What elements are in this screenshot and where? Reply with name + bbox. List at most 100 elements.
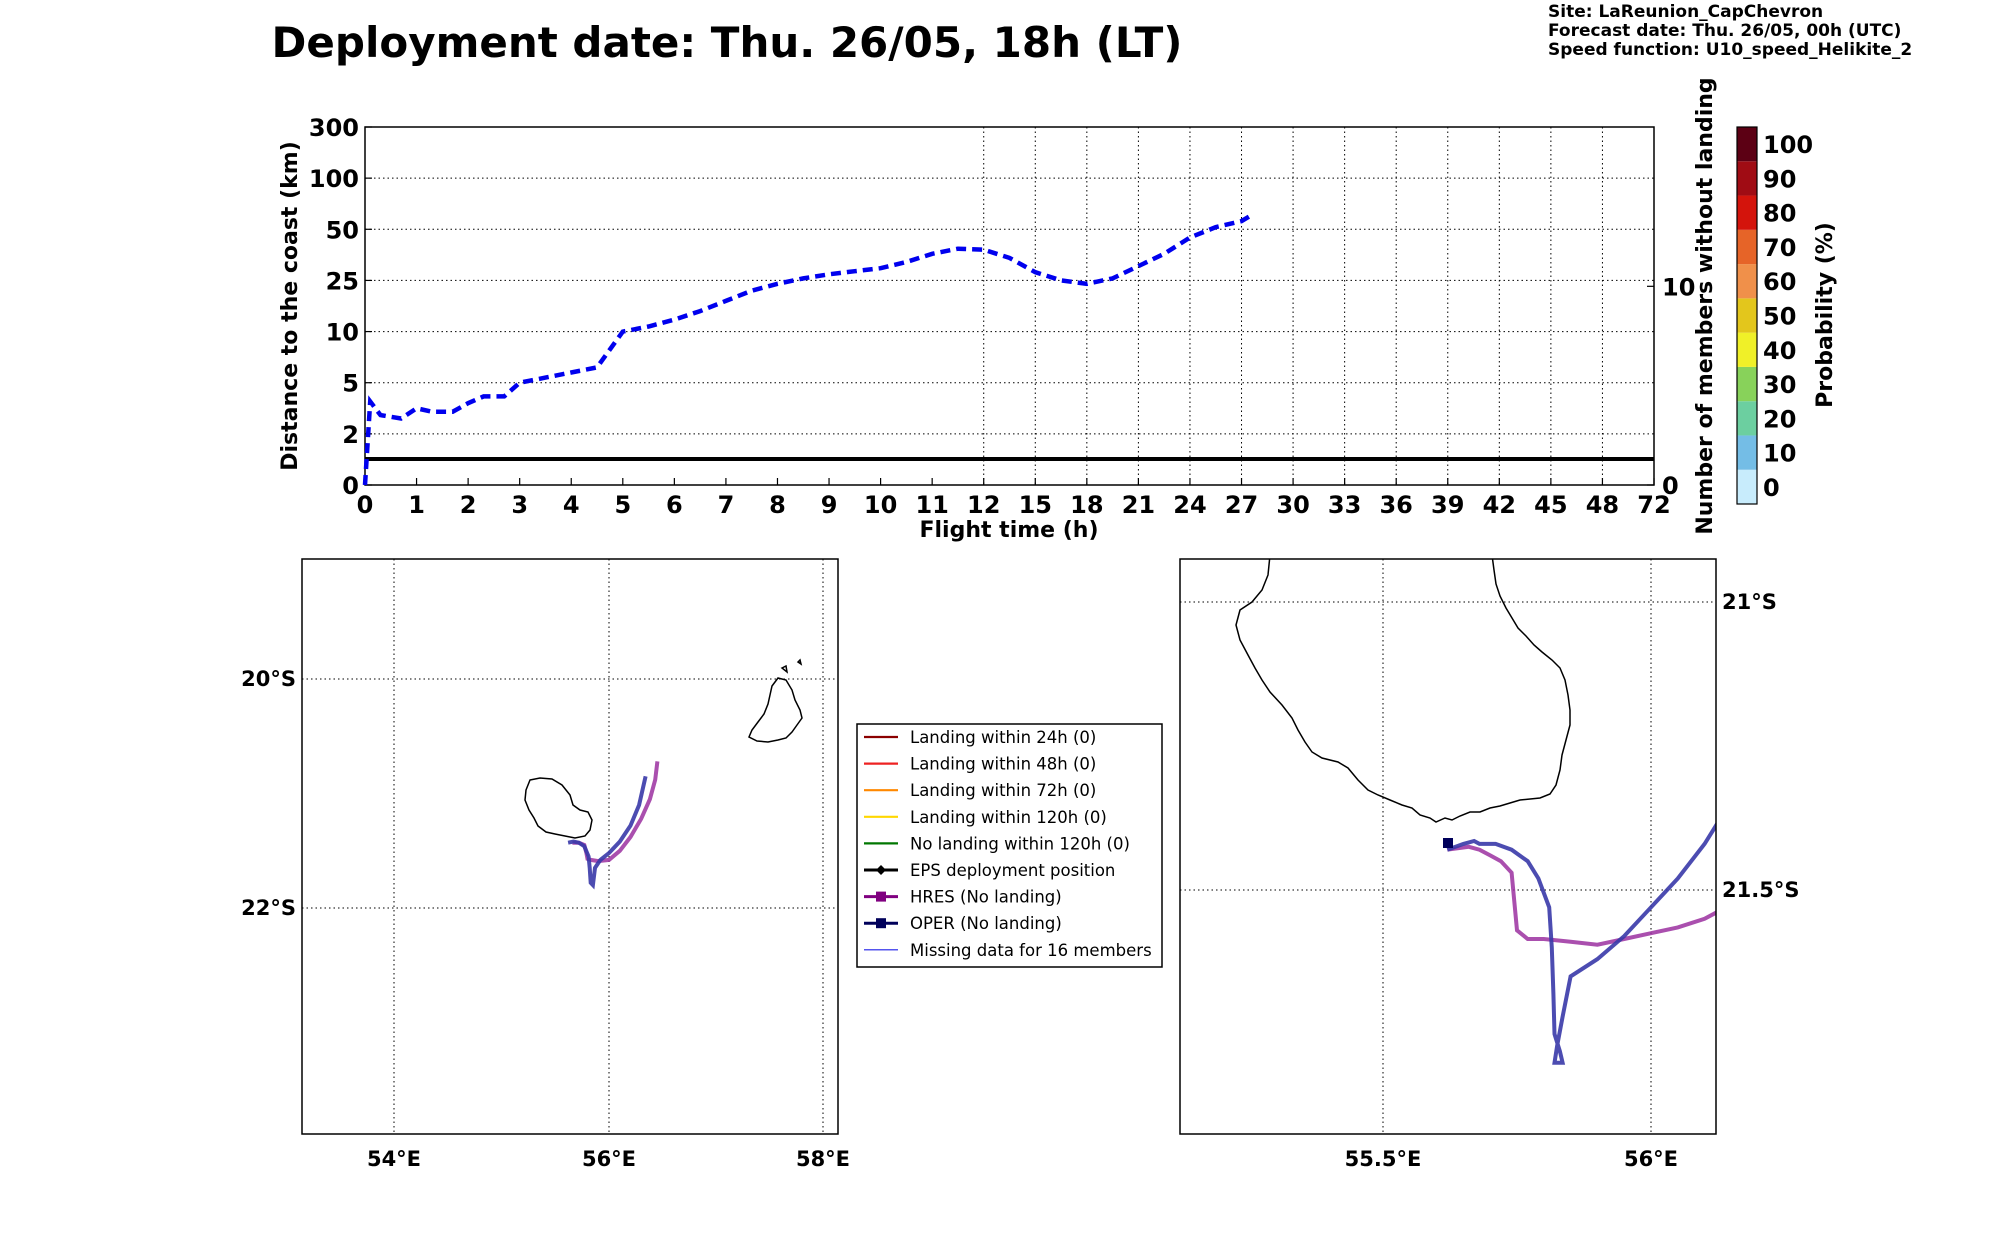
legend-item: Landing within 72h (0)	[864, 781, 1096, 800]
legend-item: Landing within 24h (0)	[864, 728, 1096, 747]
legend: Landing within 24h (0) Landing within 48h…	[856, 723, 1163, 968]
colorbar-tick-label: 70	[1763, 234, 1796, 262]
map-lon-label: 56°E	[1624, 1147, 1678, 1171]
map-lon-label: 54°E	[367, 1147, 421, 1171]
legend-item: EPS deployment position	[864, 861, 1115, 880]
x-tick-label: 27	[1225, 491, 1258, 519]
x-tick-label: 10	[864, 491, 897, 519]
distance-series-line	[362, 211, 1255, 486]
x-tick-label: 11	[915, 491, 948, 519]
colorbar-cell	[1737, 229, 1757, 265]
x-tick-label: 33	[1328, 491, 1361, 519]
x-tick-label: 15	[1019, 491, 1052, 519]
zoom-map-ticks: 55.5°E 56°E 21°S 21.5°S	[1345, 590, 1800, 1171]
x-tick-label: 0	[357, 491, 374, 519]
colorbar-tick-label: 90	[1763, 165, 1796, 193]
x-tick-label: 3	[511, 491, 528, 519]
colorbar-tick-label: 20	[1763, 405, 1796, 433]
map-lat-label: 22°S	[241, 896, 296, 920]
distance-chart-ticks: 0 1 2 3 4 5 6 7 8 9 10 11 12 15 18 21 24 27 30 33 36 39 42 45 48…	[309, 114, 1696, 519]
mauritius-island-outline	[748, 677, 803, 743]
site-label: Site: LaReunion_CapChevron	[1548, 2, 1823, 22]
y-tick-label: 50	[326, 216, 359, 244]
legend-item: OPER (No landing)	[864, 914, 1062, 933]
colorbar-cell	[1737, 332, 1757, 367]
regional-map-ticks: 54°E 56°E 58°E 20°S 22°S	[241, 667, 850, 1171]
x-tick-label: 5	[614, 491, 631, 519]
y-tick-label: 100	[309, 165, 359, 193]
hres-trajectory-zoom	[1447, 844, 1716, 947]
y2-tick-label: 0	[1662, 472, 1679, 500]
speed-label: Speed function: U10_speed_Helikite_2	[1548, 40, 1912, 60]
legend-item: No landing within 120h (0)	[864, 834, 1130, 853]
y-tick-label: 10	[326, 319, 359, 347]
map-lon-label: 55.5°E	[1345, 1147, 1422, 1171]
y2-axis-label: Number of members without landing	[1693, 77, 1718, 534]
forecast-label: Forecast date: Thu. 26/05, 00h (UTC)	[1548, 21, 1901, 41]
map-lat-label: 21.5°S	[1722, 878, 1799, 902]
x-axis-label: Flight time (h)	[919, 518, 1098, 543]
distance-chart: 0 1 2 3 4 5 6 7 8 9 10 11 12 15 18 21 24 27 30 33 36 39 42 45 48…	[278, 77, 1718, 543]
probability-colorbar: 0 10 20 30 40 50 60 70 80 90 100 Probability (%)	[1736, 126, 1838, 505]
map-lat-label: 21°S	[1722, 590, 1777, 614]
x-tick-label: 72	[1637, 491, 1670, 519]
x-tick-label: 12	[967, 491, 1000, 519]
x-tick-label: 8	[769, 491, 786, 519]
x-tick-label: 7	[718, 491, 735, 519]
regional-map-frame	[301, 558, 839, 1135]
oper-trajectory-zoom	[1446, 821, 1716, 1065]
zoom-map: 55.5°E 56°E 21°S 21.5°S	[1179, 558, 1800, 1171]
zoom-map-frame	[1179, 558, 1717, 1135]
colorbar-tick-label: 40	[1763, 337, 1796, 365]
legend-item: Landing within 120h (0)	[864, 808, 1107, 827]
legend-label: No landing within 120h (0)	[910, 834, 1130, 853]
colorbar-tick-label: 0	[1763, 474, 1780, 502]
legend-marker	[876, 918, 886, 929]
colorbar-tick-label: 80	[1763, 200, 1796, 228]
x-tick-label: 48	[1586, 491, 1619, 519]
colorbar-cell	[1737, 127, 1757, 162]
legend-marker	[876, 891, 886, 902]
colorbar-cell	[1737, 195, 1757, 230]
islet-2	[796, 658, 803, 666]
x-tick-label: 18	[1070, 491, 1103, 519]
x-tick-label: 21	[1122, 491, 1155, 519]
legend-label: Landing within 120h (0)	[910, 808, 1107, 827]
colorbar-tick-label: 60	[1763, 268, 1796, 296]
colorbar-cell	[1737, 401, 1757, 436]
colorbar-label: Probability (%)	[1813, 222, 1838, 408]
colorbar-tick-label: 10	[1763, 440, 1796, 468]
y-tick-label: 0	[342, 472, 359, 500]
y-axis-label: Distance to the coast (km)	[278, 141, 303, 471]
x-tick-label: 6	[666, 491, 683, 519]
x-tick-label: 2	[460, 491, 477, 519]
legend-label: Landing within 48h (0)	[910, 755, 1096, 774]
legend-label: HRES (No landing)	[910, 888, 1062, 907]
map-lon-label: 58°E	[796, 1147, 850, 1171]
legend-item: HRES (No landing)	[864, 888, 1062, 907]
y-tick-label: 25	[326, 267, 359, 295]
x-tick-label: 24	[1173, 491, 1206, 519]
legend-box	[856, 723, 1163, 968]
x-tick-label: 30	[1276, 491, 1309, 519]
colorbar-frame	[1736, 126, 1758, 505]
colorbar-tick-label: 50	[1763, 303, 1796, 331]
colorbar-cell	[1737, 161, 1757, 196]
legend-label: Landing within 24h (0)	[910, 728, 1096, 747]
colorbar-cell	[1737, 264, 1757, 299]
colorbar-cell	[1737, 435, 1757, 470]
figure-title: Deployment date: Thu. 26/05, 18h (LT)	[272, 18, 1183, 67]
legend-item: Landing within 48h (0)	[864, 755, 1096, 774]
x-tick-label: 9	[821, 491, 838, 519]
regional-map-grid	[302, 559, 838, 1134]
zoom-map-grid	[1180, 559, 1716, 1134]
y-tick-label: 5	[342, 370, 359, 398]
oper-deployment-marker	[1443, 838, 1453, 848]
oper-trajectory	[567, 775, 648, 890]
x-tick-label: 1	[408, 491, 425, 519]
legend-marker	[876, 865, 886, 875]
colorbar-cell	[1737, 366, 1757, 402]
x-tick-label: 39	[1431, 491, 1464, 519]
legend-label: Landing within 72h (0)	[910, 781, 1096, 800]
